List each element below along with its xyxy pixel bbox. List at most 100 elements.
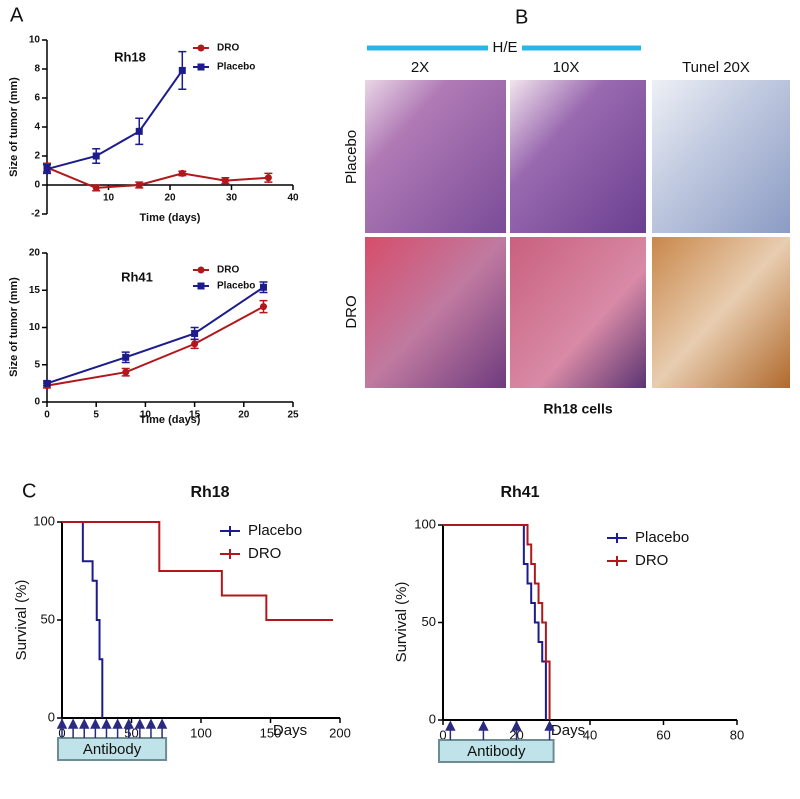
marker	[135, 181, 143, 189]
legend-marker	[197, 44, 205, 52]
marker	[264, 174, 272, 182]
x-tick-label: 200	[329, 725, 351, 740]
chart-title: Rh41	[500, 484, 539, 501]
marker	[122, 353, 130, 361]
y-tick-label: 2	[34, 151, 40, 162]
y-tick-label: 10	[29, 35, 41, 46]
marker	[191, 329, 199, 337]
stain-label: H/E	[492, 39, 517, 56]
x-tick-label: 150	[260, 725, 282, 740]
dosing-arrow	[156, 718, 168, 738]
y-tick-label: 6	[34, 93, 40, 104]
marker	[135, 127, 143, 135]
x-tick-label: 0	[439, 727, 446, 742]
legend-swatch	[220, 549, 240, 559]
x-tick-label: 15	[189, 410, 201, 421]
x-tick-label: 40	[583, 727, 597, 742]
dosing-arrow	[79, 718, 90, 738]
legend-swatch	[607, 556, 627, 566]
legend-label: Placebo	[217, 62, 255, 73]
y-tick-label: -2	[31, 209, 40, 220]
y-tick-label: 100	[33, 513, 55, 528]
y-tick-label: 5	[34, 359, 40, 370]
y-tick-label: 100	[414, 516, 436, 531]
dosing-arrow	[445, 720, 456, 740]
data-line	[46, 305, 264, 387]
x-tick-label: 40	[287, 193, 299, 204]
legend-label: DRO	[217, 265, 239, 276]
dosing-arrow	[67, 718, 79, 738]
dosing-box	[438, 739, 555, 763]
dosing-arrow	[511, 720, 522, 740]
legend-swatch	[607, 533, 627, 543]
y-axis-label: Size of tumor (mm)	[8, 77, 20, 177]
survival-curve	[443, 524, 551, 720]
y-tick-label: 10	[29, 322, 41, 333]
x-tick-label: 5	[93, 410, 99, 421]
legend-label: DRO	[217, 43, 239, 54]
x-axis-label: Time (days)	[140, 414, 201, 426]
histology-image	[365, 237, 506, 388]
x-tick-label: 50	[124, 725, 138, 740]
legend-label: Placebo	[248, 522, 302, 539]
marker	[43, 165, 51, 173]
x-tick-label: 10	[103, 193, 115, 204]
x-tick-label: 80	[730, 727, 744, 742]
y-axis-label: Size of tumor (mm)	[8, 277, 20, 377]
data-line	[46, 69, 184, 171]
legend-label: Placebo	[217, 281, 255, 292]
marker	[221, 177, 229, 185]
marker	[178, 66, 186, 74]
x-axis-label: Days	[273, 722, 307, 739]
histology-image	[652, 237, 790, 388]
y-axis-label: Survival (%)	[13, 580, 30, 661]
x-tick-label: 20	[238, 410, 250, 421]
x-axis-label: Days	[551, 722, 585, 739]
y-tick-label: 0	[48, 709, 55, 724]
marker	[178, 169, 186, 177]
chart-title: Rh18	[114, 49, 146, 64]
histology-image	[510, 80, 646, 233]
legend-marker	[197, 266, 205, 274]
legend-label: DRO	[635, 552, 668, 569]
x-tick-label: 25	[287, 410, 299, 421]
marker	[191, 340, 199, 348]
data-line	[46, 286, 265, 385]
row-label: DRO	[343, 295, 360, 328]
y-tick-label: 50	[422, 614, 436, 629]
survival-curve	[443, 524, 547, 720]
marker	[259, 303, 267, 311]
marker	[92, 184, 100, 192]
y-tick-label: 0	[34, 180, 40, 191]
row-label: Placebo	[343, 130, 360, 184]
x-tick-label: 60	[656, 727, 670, 742]
x-axis-label: Time (days)	[140, 212, 201, 224]
y-tick-label: 4	[34, 122, 40, 133]
y-axis-label: Survival (%)	[393, 582, 410, 663]
histology-image	[652, 80, 790, 233]
dosing-label: Antibody	[83, 741, 142, 758]
y-tick-label: 0	[34, 397, 40, 408]
panel-label: B	[515, 6, 528, 28]
x-tick-label: 100	[190, 725, 212, 740]
chart-title: Rh18	[190, 484, 229, 501]
dosing-box	[57, 737, 168, 761]
dosing-arrow	[90, 718, 101, 738]
column-label: 2X	[411, 59, 429, 76]
legend-label: DRO	[248, 545, 281, 562]
dosing-label: Antibody	[467, 743, 526, 760]
marker	[43, 379, 51, 387]
survival-curve	[62, 521, 334, 621]
y-tick-label: 0	[429, 711, 436, 726]
dosing-arrow	[544, 720, 555, 740]
legend-marker	[197, 63, 205, 71]
y-tick-label: 50	[41, 611, 55, 626]
dosing-arrow	[145, 718, 157, 738]
y-tick-label: 15	[29, 285, 41, 296]
marker	[259, 283, 267, 291]
y-tick-label: 20	[29, 248, 41, 259]
histology-image	[510, 237, 646, 388]
marker	[92, 152, 100, 160]
survival-curve	[62, 521, 104, 718]
